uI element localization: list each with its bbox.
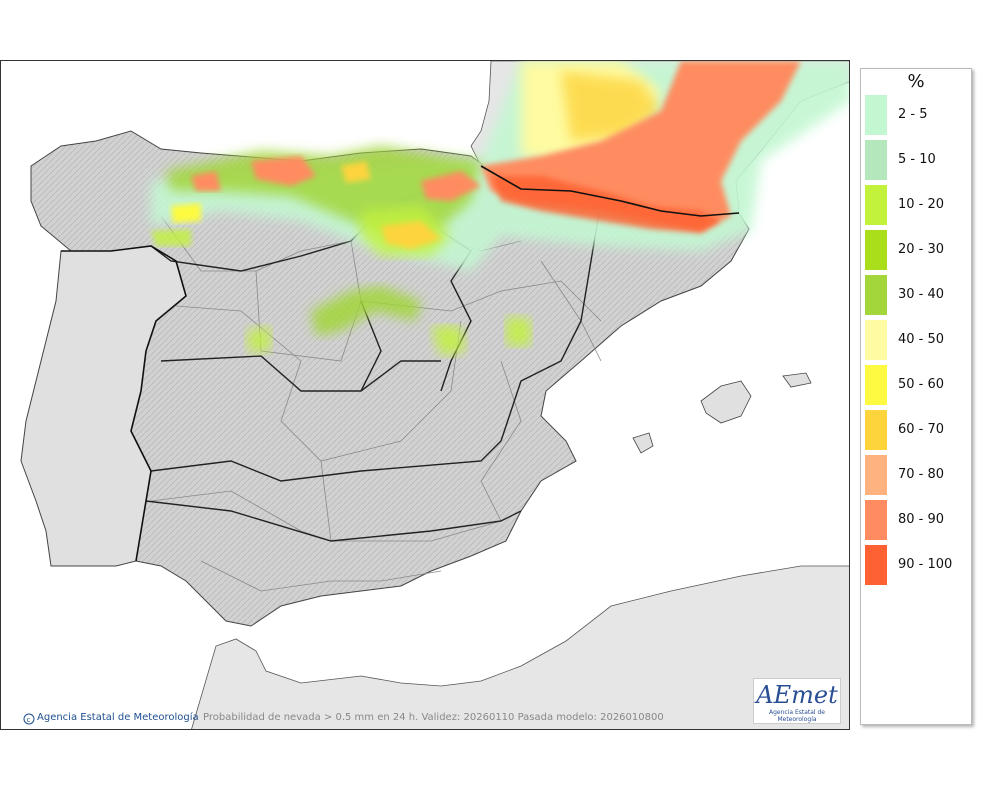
legend-label: 2 - 5 xyxy=(898,107,928,122)
africa-land xyxy=(191,565,849,729)
forecast-map: c Agencia Estatal de Meteorología Probab… xyxy=(0,60,850,730)
legend-label: 90 - 100 xyxy=(898,557,953,572)
legend-swatch xyxy=(865,500,887,540)
legend-label: 60 - 70 xyxy=(898,422,945,437)
legend-label: 80 - 90 xyxy=(898,512,945,527)
legend-label: 20 - 30 xyxy=(898,242,945,257)
legend-swatch xyxy=(865,275,887,315)
legend-swatch xyxy=(865,140,887,180)
legend-swatch xyxy=(865,95,887,135)
legend-item: 90 - 100 xyxy=(865,545,969,587)
legend-item: 50 - 60 xyxy=(865,365,969,407)
legend-label: 40 - 50 xyxy=(898,332,945,347)
menorca xyxy=(782,372,812,388)
legend-label: 50 - 60 xyxy=(898,377,945,392)
aemet-logo: AEmet Agencia Estatal de Meteorología xyxy=(753,678,841,724)
legend-item: 10 - 20 xyxy=(865,185,969,227)
legend: % 2 - 5 5 - 10 10 - 20 20 - 30 30 - 40 40 - 5… xyxy=(860,68,972,725)
legend-item: 2 - 5 xyxy=(865,95,969,137)
legend-label: 30 - 40 xyxy=(898,287,945,302)
legend-item: 80 - 90 xyxy=(865,500,969,542)
ibiza xyxy=(632,432,654,454)
copyright-notice: Agencia Estatal de Meteorología xyxy=(23,712,199,723)
snow-probability-field xyxy=(151,61,849,356)
svg-text:c: c xyxy=(27,716,31,724)
legend-label: 5 - 10 xyxy=(898,152,936,167)
legend-swatch xyxy=(865,230,887,270)
country-borders xyxy=(61,165,740,562)
legend-swatch xyxy=(865,365,887,405)
legend-swatch xyxy=(865,455,887,495)
legend-item: 60 - 70 xyxy=(865,410,969,452)
legend-label: 10 - 20 xyxy=(898,197,945,212)
legend-item: 20 - 30 xyxy=(865,230,969,272)
legend-item: 30 - 40 xyxy=(865,275,969,317)
legend-item: 70 - 80 xyxy=(865,455,969,497)
logo-subtitle: Agencia Estatal de Meteorología xyxy=(768,709,825,723)
copyright-icon: c xyxy=(23,713,35,725)
legend-item: 40 - 50 xyxy=(865,320,969,362)
legend-item: 5 - 10 xyxy=(865,140,969,182)
copyright-text: Agencia Estatal de Meteorología xyxy=(37,712,199,723)
logo-text: AEmet xyxy=(756,681,838,709)
legend-label: 70 - 80 xyxy=(898,467,945,482)
legend-swatch xyxy=(865,545,887,585)
region-borders xyxy=(145,190,602,542)
legend-swatch xyxy=(865,410,887,450)
map-caption: Probabilidad de nevada > 0.5 mm en 24 h.… xyxy=(203,712,664,723)
iberia-map: c xyxy=(1,61,849,729)
legend-swatch xyxy=(865,185,887,225)
legend-swatch xyxy=(865,320,887,360)
legend-unit: % xyxy=(907,71,925,92)
mallorca xyxy=(700,380,752,424)
